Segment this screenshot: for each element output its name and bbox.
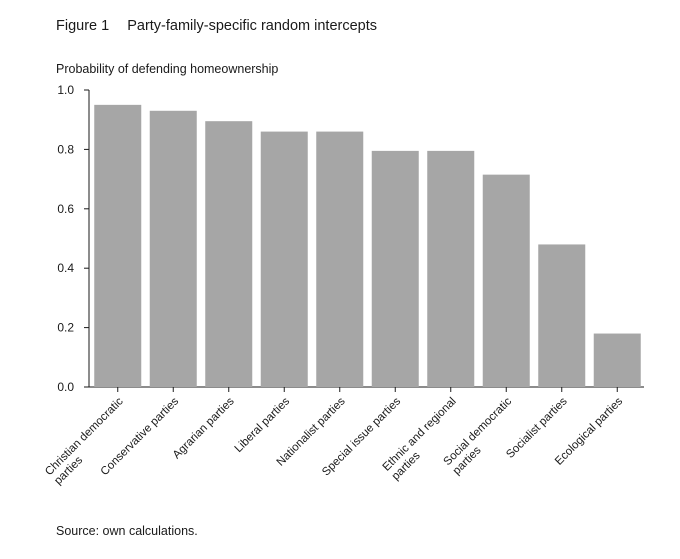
figure-title: Figure 1 Party-family-specific random int… — [56, 18, 377, 34]
bar — [593, 333, 641, 387]
figure-number: Figure 1 — [56, 18, 110, 34]
bar — [260, 131, 308, 387]
x-tick-label-line: Agrarian parties — [171, 395, 237, 461]
y-tick-label: 0.6 — [57, 202, 74, 216]
figure-title-text: Party-family-specific random intercepts — [127, 18, 378, 34]
y-axis-label: Probability of defending homeownership — [56, 62, 279, 76]
bar — [94, 104, 142, 387]
x-tick-label: Agrarian parties — [171, 395, 237, 461]
y-tick-label: 0.0 — [57, 380, 74, 394]
bar — [538, 244, 586, 387]
y-tick-label: 0.8 — [57, 142, 74, 156]
x-tick-label: Liberal parties — [233, 395, 293, 455]
x-tick-label: Christian democraticparties — [43, 395, 135, 487]
bar — [371, 150, 419, 387]
source-note: Source: own calculations. — [56, 524, 198, 538]
bar — [427, 150, 475, 387]
x-tick-label-text: Agrarian parties — [171, 395, 237, 461]
y-tick-label: 1.0 — [57, 83, 74, 97]
bar — [149, 110, 197, 387]
bar — [316, 131, 364, 387]
x-tick-label-text: Liberal parties — [233, 395, 293, 455]
bar — [205, 121, 253, 387]
bar — [482, 174, 530, 387]
y-tick-label: 0.2 — [57, 321, 74, 335]
x-tick-label-line: Liberal parties — [233, 395, 293, 455]
y-tick-label: 0.4 — [57, 261, 74, 275]
x-tick-label-text: Christian democraticparties — [43, 395, 135, 487]
